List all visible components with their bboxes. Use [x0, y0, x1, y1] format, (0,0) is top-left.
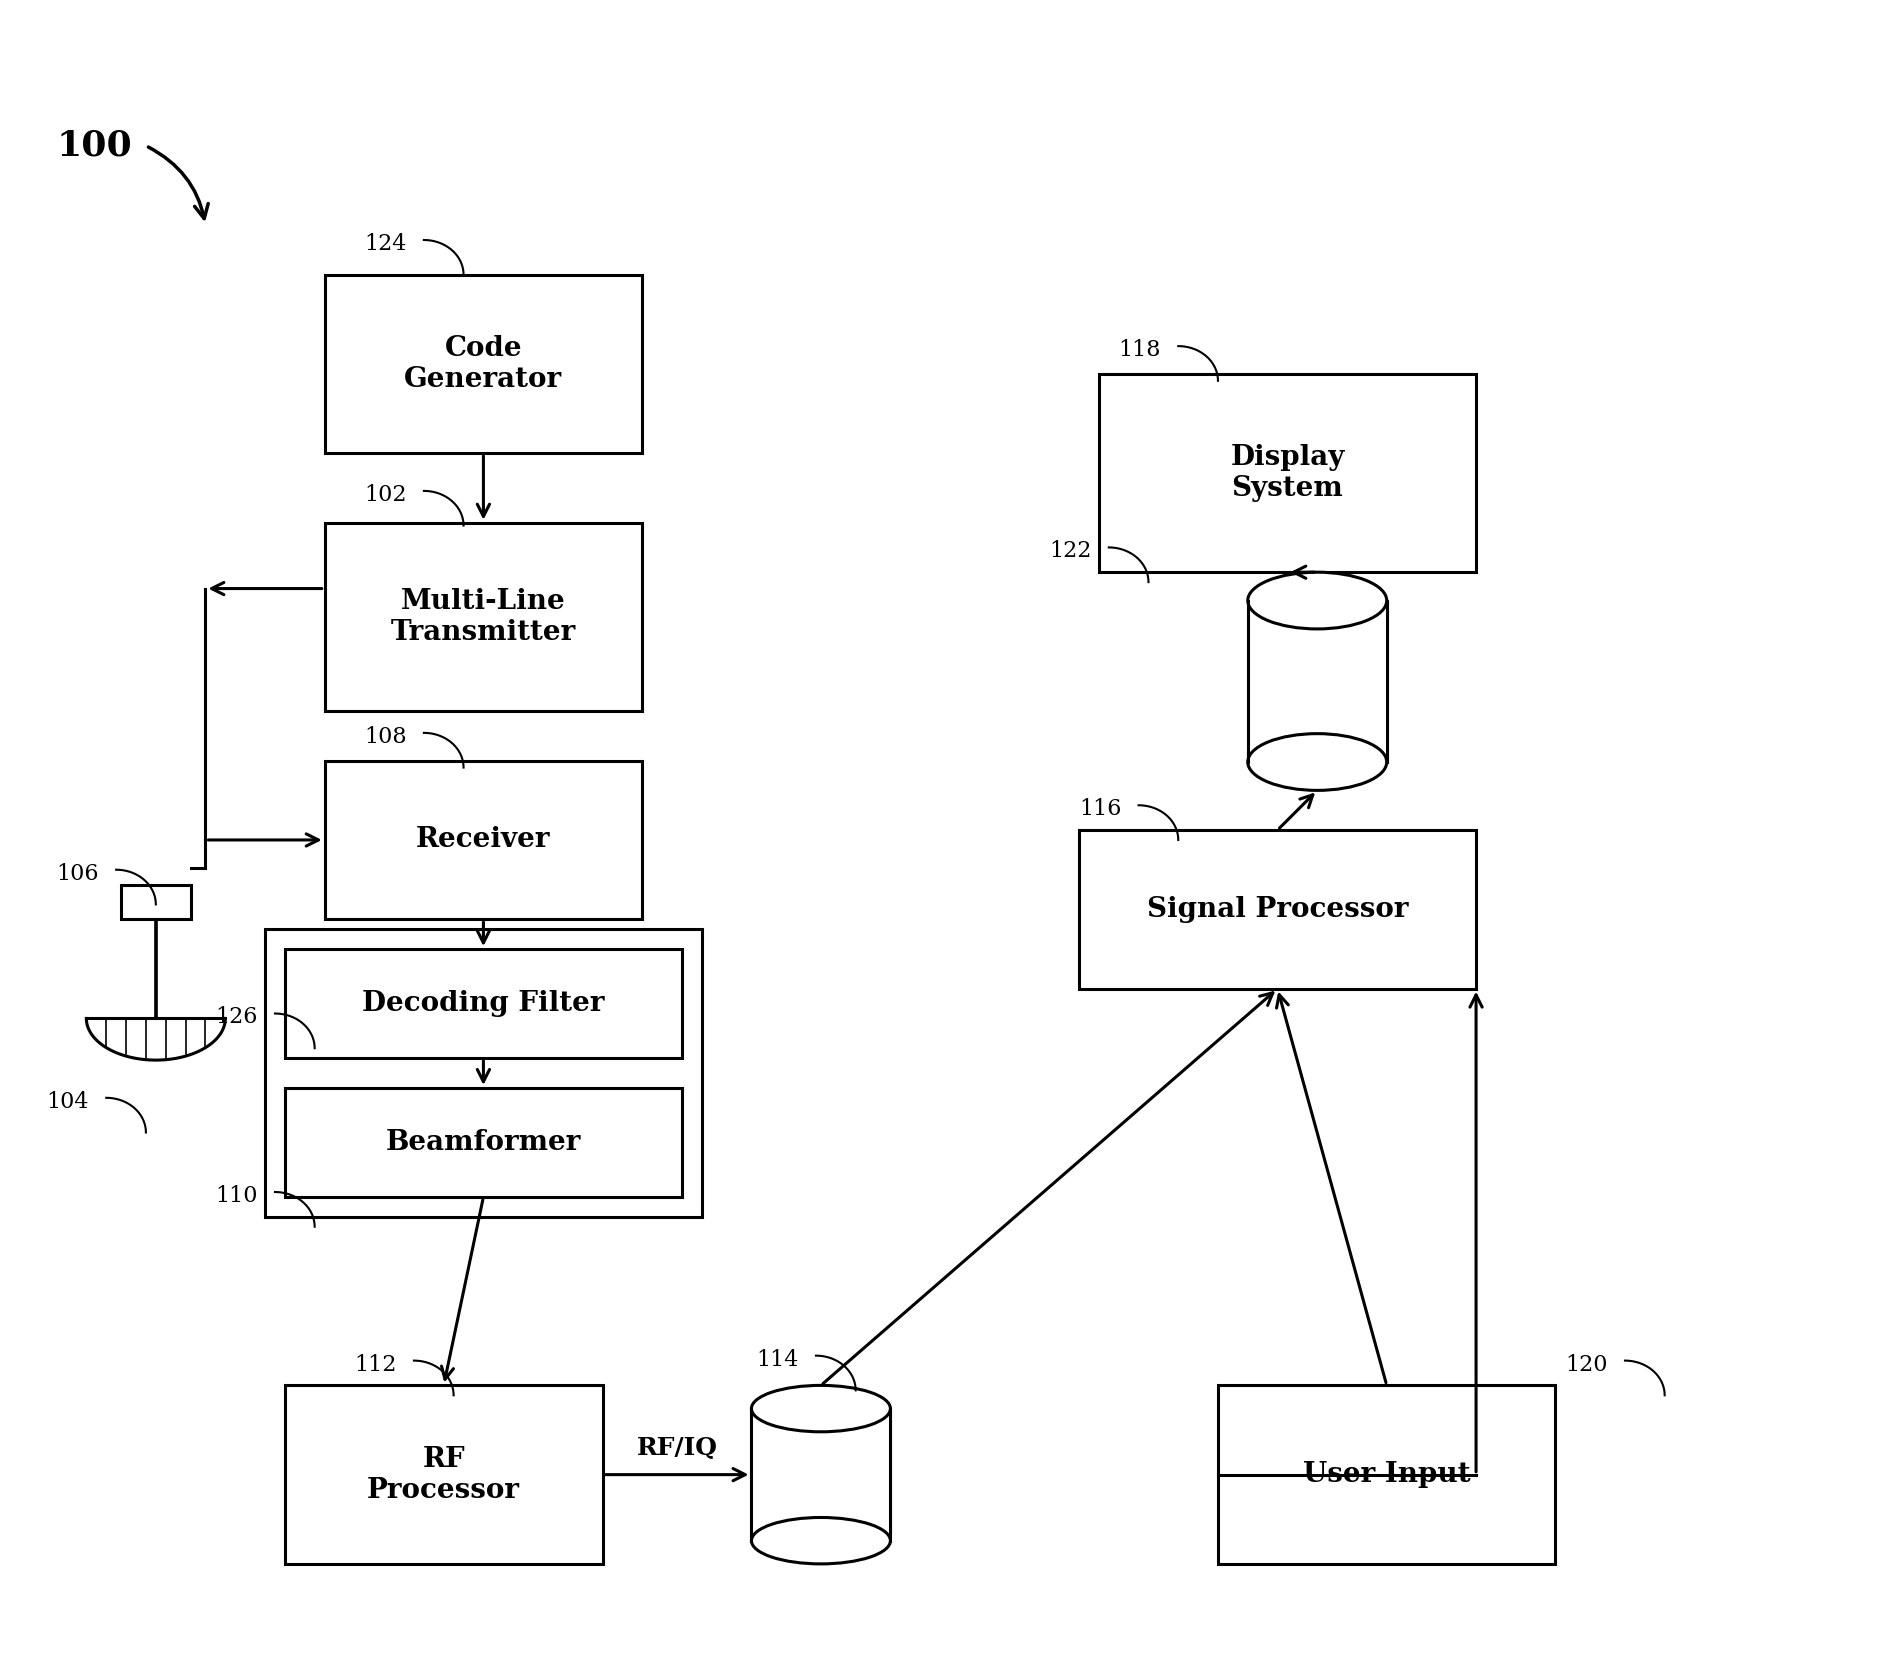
Ellipse shape [752, 1386, 890, 1431]
Text: 114: 114 [756, 1349, 799, 1371]
Bar [325, 523, 642, 711]
Bar [325, 760, 642, 918]
Bar [325, 274, 642, 453]
Bar [121, 885, 191, 918]
Text: Beamformer: Beamformer [385, 1129, 580, 1156]
Text: Code
Generator: Code Generator [404, 336, 563, 392]
Text: Receiver: Receiver [416, 827, 550, 853]
Bar [285, 949, 682, 1059]
Text: 104: 104 [47, 1091, 89, 1112]
Text: 120: 120 [1564, 1353, 1608, 1376]
Text: 110: 110 [215, 1186, 257, 1207]
Text: Multi-Line
Transmitter: Multi-Line Transmitter [391, 588, 576, 646]
Text: 100: 100 [57, 129, 132, 162]
Bar [264, 929, 701, 1217]
Bar [1247, 601, 1387, 762]
Ellipse shape [752, 1518, 890, 1563]
Text: 116: 116 [1079, 798, 1120, 820]
Text: 122: 122 [1048, 541, 1092, 563]
Bar [285, 1386, 603, 1563]
Text: Signal Processor: Signal Processor [1147, 895, 1407, 924]
Bar [752, 1408, 890, 1541]
Bar [285, 1087, 682, 1197]
Text: 126: 126 [215, 1007, 257, 1029]
Text: RF/IQ: RF/IQ [637, 1436, 718, 1460]
Text: Display
System: Display System [1230, 444, 1343, 503]
Bar [1217, 1386, 1555, 1563]
Text: 118: 118 [1118, 339, 1160, 361]
Text: User Input: User Input [1302, 1461, 1470, 1488]
Text: RF
Processor: RF Processor [366, 1446, 519, 1503]
Text: 106: 106 [57, 863, 98, 885]
Text: 112: 112 [353, 1353, 397, 1376]
Ellipse shape [1247, 733, 1387, 790]
Text: 108: 108 [365, 726, 406, 748]
Bar [1079, 830, 1475, 989]
Text: 102: 102 [365, 484, 406, 506]
Bar [1098, 374, 1475, 573]
Text: Decoding Filter: Decoding Filter [363, 990, 604, 1017]
Ellipse shape [1247, 573, 1387, 630]
Text: 124: 124 [365, 232, 406, 256]
